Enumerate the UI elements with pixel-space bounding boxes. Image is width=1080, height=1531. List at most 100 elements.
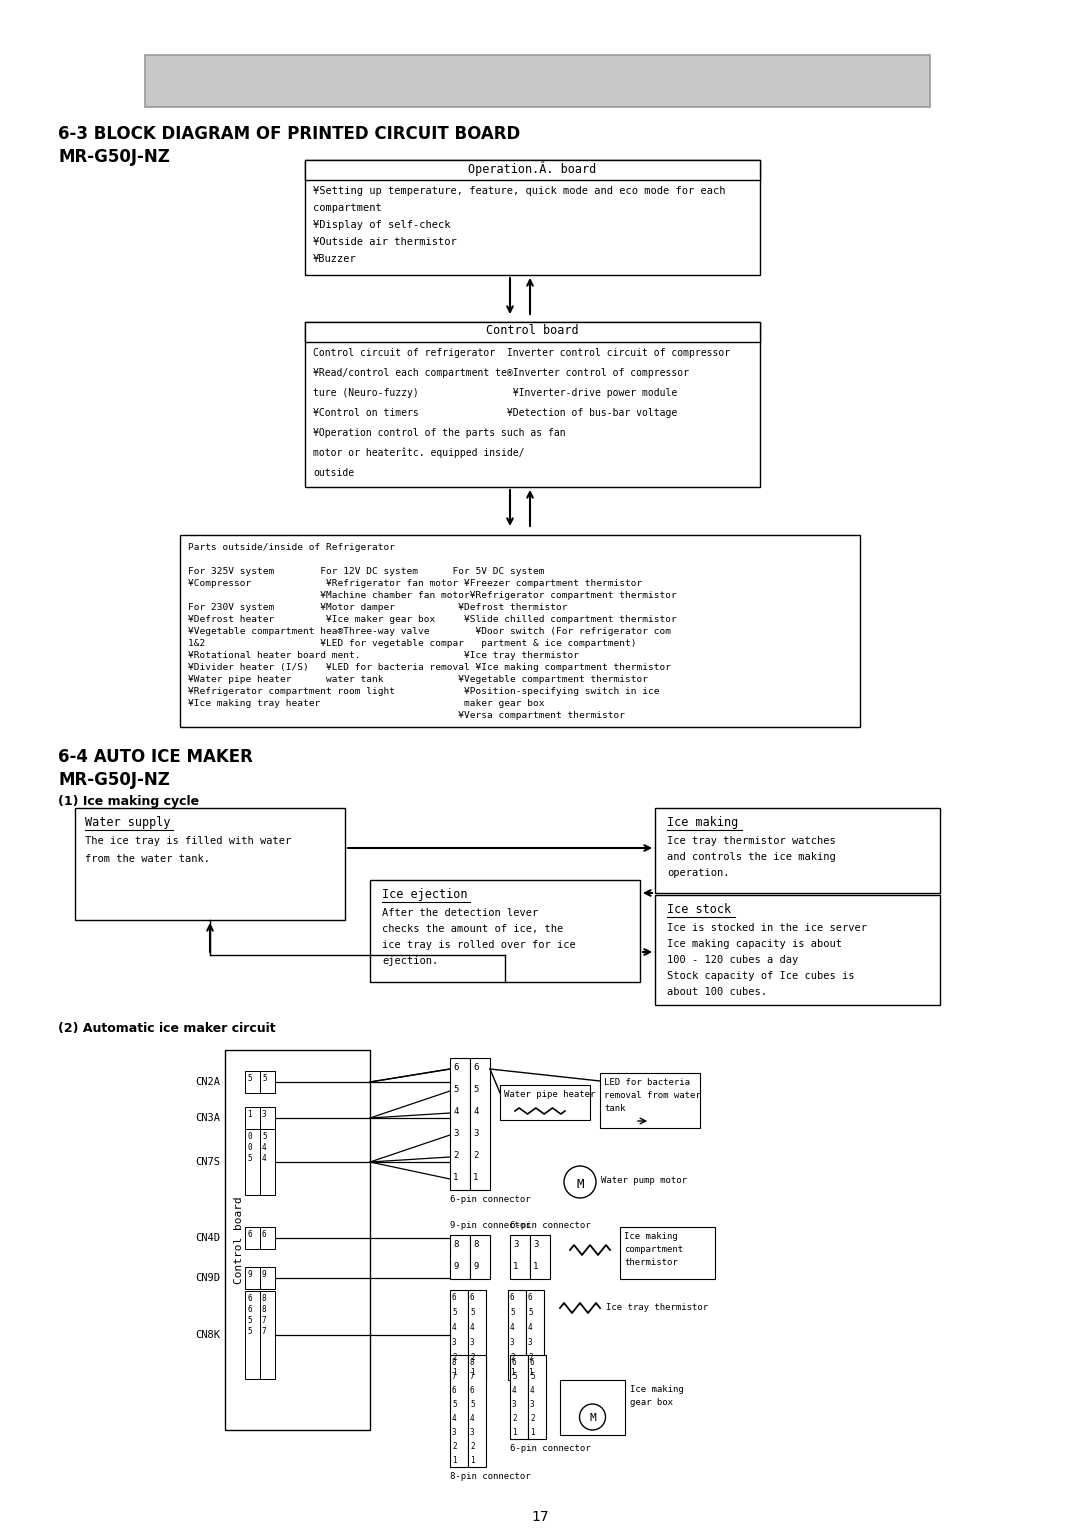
- Text: MR-G50J-NZ: MR-G50J-NZ: [58, 772, 170, 788]
- Text: 1: 1: [453, 1173, 458, 1182]
- Text: 4: 4: [473, 1107, 478, 1116]
- Text: 6: 6: [470, 1294, 474, 1301]
- Text: 2: 2: [470, 1353, 474, 1363]
- Bar: [305, 322, 760, 487]
- Text: ¥Versa compartment thermistor: ¥Versa compartment thermistor: [188, 710, 625, 720]
- Bar: [450, 1291, 468, 1379]
- Text: 2: 2: [530, 1415, 535, 1422]
- Text: 4: 4: [453, 1323, 457, 1332]
- Bar: [500, 1085, 590, 1121]
- Text: Ice stock: Ice stock: [667, 903, 731, 916]
- Text: CN9D: CN9D: [195, 1272, 220, 1283]
- Text: ice tray is rolled over for ice: ice tray is rolled over for ice: [382, 940, 576, 951]
- Bar: [620, 1226, 715, 1278]
- Text: 8: 8: [473, 1240, 478, 1249]
- Text: and controls the ice making: and controls the ice making: [667, 851, 836, 862]
- Text: 3: 3: [453, 1428, 457, 1438]
- Text: 3: 3: [453, 1128, 458, 1138]
- Text: 5: 5: [512, 1372, 516, 1381]
- Text: checks the amount of ice, the: checks the amount of ice, the: [382, 925, 564, 934]
- Text: (1) Ice making cycle: (1) Ice making cycle: [58, 795, 199, 808]
- Text: 1: 1: [247, 1110, 252, 1119]
- Text: 0: 0: [247, 1131, 252, 1141]
- Bar: [245, 1268, 260, 1289]
- Text: Ice making: Ice making: [624, 1232, 678, 1242]
- Text: ejection.: ejection.: [382, 955, 438, 966]
- Bar: [530, 1236, 550, 1278]
- Text: 1: 1: [453, 1456, 457, 1465]
- Text: 1: 1: [470, 1456, 474, 1465]
- Text: removal from water: removal from water: [604, 1092, 701, 1099]
- Bar: [654, 808, 940, 893]
- Text: 7: 7: [453, 1372, 457, 1381]
- Text: 9-pin connector: 9-pin connector: [450, 1222, 530, 1229]
- Text: 6: 6: [528, 1294, 532, 1301]
- Bar: [508, 1291, 526, 1379]
- Text: 2: 2: [470, 1442, 474, 1451]
- Text: Control circuit of refrigerator  Inverter control circuit of compressor: Control circuit of refrigerator Inverter…: [313, 348, 730, 358]
- Text: LED for bacteria: LED for bacteria: [604, 1078, 690, 1087]
- Text: ¥Setting up temperature, feature, quick mode and eco mode for each: ¥Setting up temperature, feature, quick …: [313, 185, 726, 196]
- Text: ¥Outside air thermistor: ¥Outside air thermistor: [313, 237, 457, 246]
- Text: Stock capacity of Ice cubes is: Stock capacity of Ice cubes is: [667, 971, 854, 981]
- Text: For 230V system        ¥Motor damper           ¥Defrost thermistor: For 230V system ¥Motor damper ¥Defrost t…: [188, 603, 567, 612]
- Text: 5: 5: [470, 1307, 474, 1317]
- Text: 4: 4: [453, 1415, 457, 1422]
- Text: (2) Automatic ice maker circuit: (2) Automatic ice maker circuit: [58, 1023, 275, 1035]
- Bar: [245, 1107, 260, 1128]
- Text: 1: 1: [453, 1369, 457, 1376]
- Text: 3: 3: [510, 1338, 515, 1347]
- Text: 100 - 120 cubes a day: 100 - 120 cubes a day: [667, 955, 798, 965]
- Text: 5: 5: [247, 1317, 252, 1324]
- Text: 2: 2: [453, 1353, 457, 1363]
- Text: 7: 7: [262, 1317, 267, 1324]
- Text: 5: 5: [247, 1075, 252, 1082]
- Text: ¥Water pipe heater      water tank             ¥Vegetable compartment thermistor: ¥Water pipe heater water tank ¥Vegetable…: [188, 675, 648, 684]
- Text: 6: 6: [530, 1358, 535, 1367]
- Text: 3: 3: [530, 1399, 535, 1409]
- Text: 3: 3: [512, 1399, 516, 1409]
- Text: Control board: Control board: [234, 1196, 244, 1285]
- Text: 6: 6: [247, 1294, 252, 1303]
- Text: ¥Compressor             ¥Refrigerator fan motor ¥Freezer compartment thermistor: ¥Compressor ¥Refrigerator fan motor ¥Fre…: [188, 579, 643, 588]
- Text: 6: 6: [473, 1063, 478, 1072]
- Text: from the water tank.: from the water tank.: [85, 854, 210, 863]
- Bar: [260, 1268, 275, 1289]
- Text: 6-pin connector: 6-pin connector: [510, 1444, 591, 1453]
- Text: 6: 6: [512, 1358, 516, 1367]
- Text: 4: 4: [510, 1323, 515, 1332]
- Text: CN2A: CN2A: [195, 1076, 220, 1087]
- Text: Ice making capacity is about: Ice making capacity is about: [667, 939, 842, 949]
- Circle shape: [580, 1404, 606, 1430]
- Text: 8: 8: [453, 1240, 458, 1249]
- Bar: [145, 55, 930, 107]
- Text: The ice tray is filled with water: The ice tray is filled with water: [85, 836, 292, 847]
- Text: 5: 5: [453, 1085, 458, 1095]
- Bar: [470, 1236, 490, 1278]
- Text: ¥Divider heater (I/S)   ¥LED for bacteria removal ¥Ice making compartment thermi: ¥Divider heater (I/S) ¥LED for bacteria …: [188, 663, 671, 672]
- Text: 3: 3: [470, 1338, 474, 1347]
- Text: about 100 cubes.: about 100 cubes.: [667, 987, 767, 997]
- Text: 1: 1: [470, 1369, 474, 1376]
- Text: M: M: [589, 1413, 596, 1422]
- Text: 2: 2: [512, 1415, 516, 1422]
- Bar: [260, 1291, 275, 1379]
- Text: Water pump motor: Water pump motor: [600, 1176, 687, 1185]
- Bar: [305, 322, 760, 341]
- Text: 3: 3: [513, 1240, 518, 1249]
- Text: 2: 2: [528, 1353, 532, 1363]
- Text: 1: 1: [534, 1262, 538, 1271]
- Bar: [561, 1379, 625, 1435]
- Bar: [468, 1291, 486, 1379]
- Bar: [600, 1073, 700, 1128]
- Bar: [370, 880, 640, 981]
- Text: gear box: gear box: [630, 1398, 673, 1407]
- Text: 8: 8: [262, 1294, 267, 1303]
- Bar: [245, 1128, 260, 1196]
- Bar: [245, 1226, 260, 1249]
- Text: 5: 5: [262, 1131, 267, 1141]
- Text: 4: 4: [262, 1154, 267, 1164]
- Text: 4: 4: [530, 1386, 535, 1395]
- Bar: [450, 1355, 468, 1467]
- Text: 5: 5: [510, 1307, 515, 1317]
